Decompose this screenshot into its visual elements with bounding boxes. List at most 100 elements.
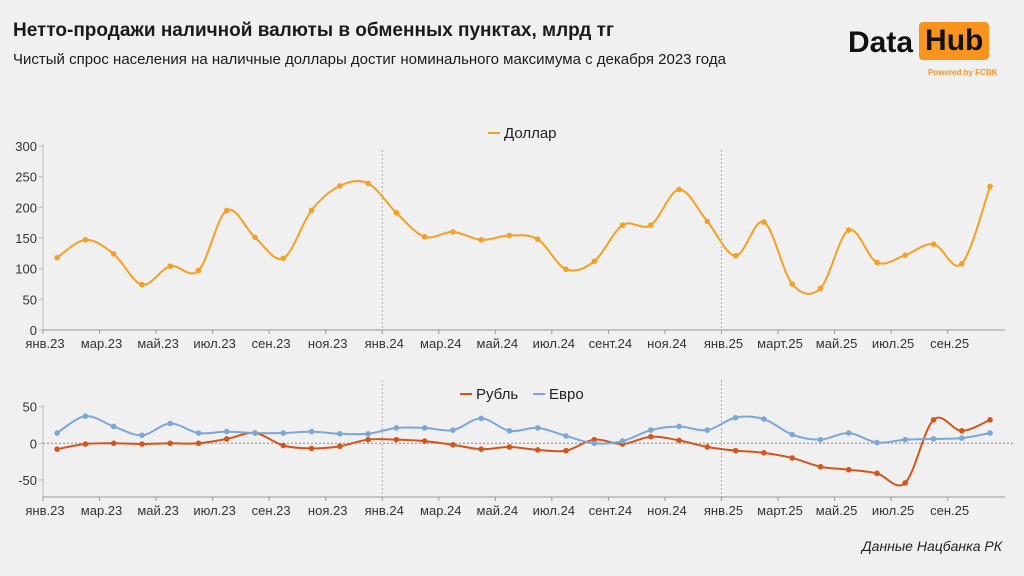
data-point: [874, 259, 880, 266]
data-point: [902, 480, 909, 486]
data-point: [761, 219, 767, 225]
data-point: [139, 441, 145, 447]
data-point: [874, 439, 880, 446]
data-point: [534, 236, 541, 243]
data-point: [732, 414, 739, 421]
data-point: [704, 444, 711, 450]
x-tick-label: июл.23: [193, 503, 235, 518]
data-point: [478, 415, 484, 422]
x-tick-label: мар.23: [81, 503, 122, 518]
data-point: [676, 423, 682, 430]
data-point: [987, 430, 993, 436]
x-tick-label: янв.24: [365, 503, 404, 518]
data-point: [958, 260, 965, 267]
data-point: [450, 229, 456, 235]
data-point: [54, 446, 60, 452]
data-point: [930, 241, 937, 247]
data-point: [280, 430, 287, 436]
x-tick-label: янв.23: [25, 336, 64, 351]
x-tick-label: март.25: [757, 503, 803, 518]
data-point: [252, 430, 258, 436]
data-point: [676, 186, 682, 193]
data-point: [761, 450, 767, 456]
data-point: [195, 267, 202, 274]
data-point: [308, 445, 315, 452]
page-subtitle: Чистый спрос населения на наличные долла…: [13, 51, 726, 68]
data-point: [337, 183, 343, 189]
data-point: [817, 285, 824, 292]
data-point: [421, 438, 428, 444]
data-point: [54, 430, 60, 436]
data-point: [789, 455, 795, 461]
y-tick-label: 300: [15, 139, 37, 154]
x-tick-label: сент.24: [589, 336, 633, 351]
data-point: [958, 435, 965, 441]
data-point: [223, 207, 230, 214]
data-point: [393, 436, 400, 443]
x-tick-label: ноя.24: [647, 336, 687, 351]
data-point: [393, 210, 400, 216]
x-tick-label: ноя.23: [308, 336, 348, 351]
data-point: [817, 436, 824, 443]
data-point: [337, 443, 343, 450]
data-point: [195, 430, 202, 436]
x-tick-label: май.24: [477, 336, 519, 351]
data-point: [930, 436, 937, 442]
data-point: [534, 425, 541, 431]
data-point: [110, 423, 117, 430]
data-point: [478, 446, 484, 452]
x-tick-label: янв.23: [25, 503, 64, 518]
data-point: [337, 430, 343, 437]
data-point: [591, 258, 598, 265]
data-point: [167, 420, 174, 427]
data-point: [845, 227, 852, 233]
x-tick-label: мар.23: [81, 336, 122, 351]
data-point: [761, 416, 767, 422]
data-point: [845, 466, 852, 473]
data-point: [930, 417, 937, 423]
data-point: [676, 437, 682, 444]
x-tick-label: май.23: [137, 503, 179, 518]
data-point: [280, 442, 287, 449]
data-point: [817, 463, 824, 470]
data-point: [619, 438, 626, 444]
data-point: [365, 180, 371, 187]
x-tick-label: сен.25: [930, 336, 969, 351]
logo-powered: Powered by FCBK: [928, 68, 998, 77]
data-point: [506, 232, 513, 239]
data-point: [280, 255, 287, 262]
datahub-logo: Data Hub Powered by FCBK: [848, 22, 997, 77]
data-point: [450, 441, 456, 448]
data-point: [845, 430, 852, 436]
data-point: [139, 281, 145, 288]
data-point: [82, 441, 89, 447]
x-tick-label: июл.25: [872, 336, 914, 351]
x-tick-label: сен.25: [930, 503, 969, 518]
y-tick-label: 100: [15, 262, 37, 277]
data-point: [252, 234, 258, 241]
y-tick-label: 0: [30, 436, 37, 451]
source-note: Данные Нацбанка РК: [861, 538, 1002, 554]
data-point: [619, 222, 626, 228]
data-point: [704, 218, 711, 225]
data-point: [563, 433, 569, 439]
data-point: [958, 428, 965, 434]
data-point: [902, 436, 909, 443]
legend-label: Рубль: [476, 386, 518, 403]
x-tick-label: июл.23: [193, 336, 235, 351]
data-point: [789, 281, 795, 287]
x-tick-label: янв.24: [365, 336, 404, 351]
data-point: [478, 237, 484, 243]
data-point: [167, 263, 174, 270]
x-tick-label: сент.24: [589, 503, 633, 518]
x-tick-label: сен.23: [252, 336, 291, 351]
data-point: [308, 428, 315, 435]
data-point: [902, 252, 909, 258]
y-tick-label: 50: [23, 292, 37, 307]
data-point: [195, 440, 202, 447]
data-point: [732, 252, 739, 259]
data-point: [987, 183, 993, 190]
data-point: [421, 233, 428, 240]
data-point: [704, 427, 711, 433]
